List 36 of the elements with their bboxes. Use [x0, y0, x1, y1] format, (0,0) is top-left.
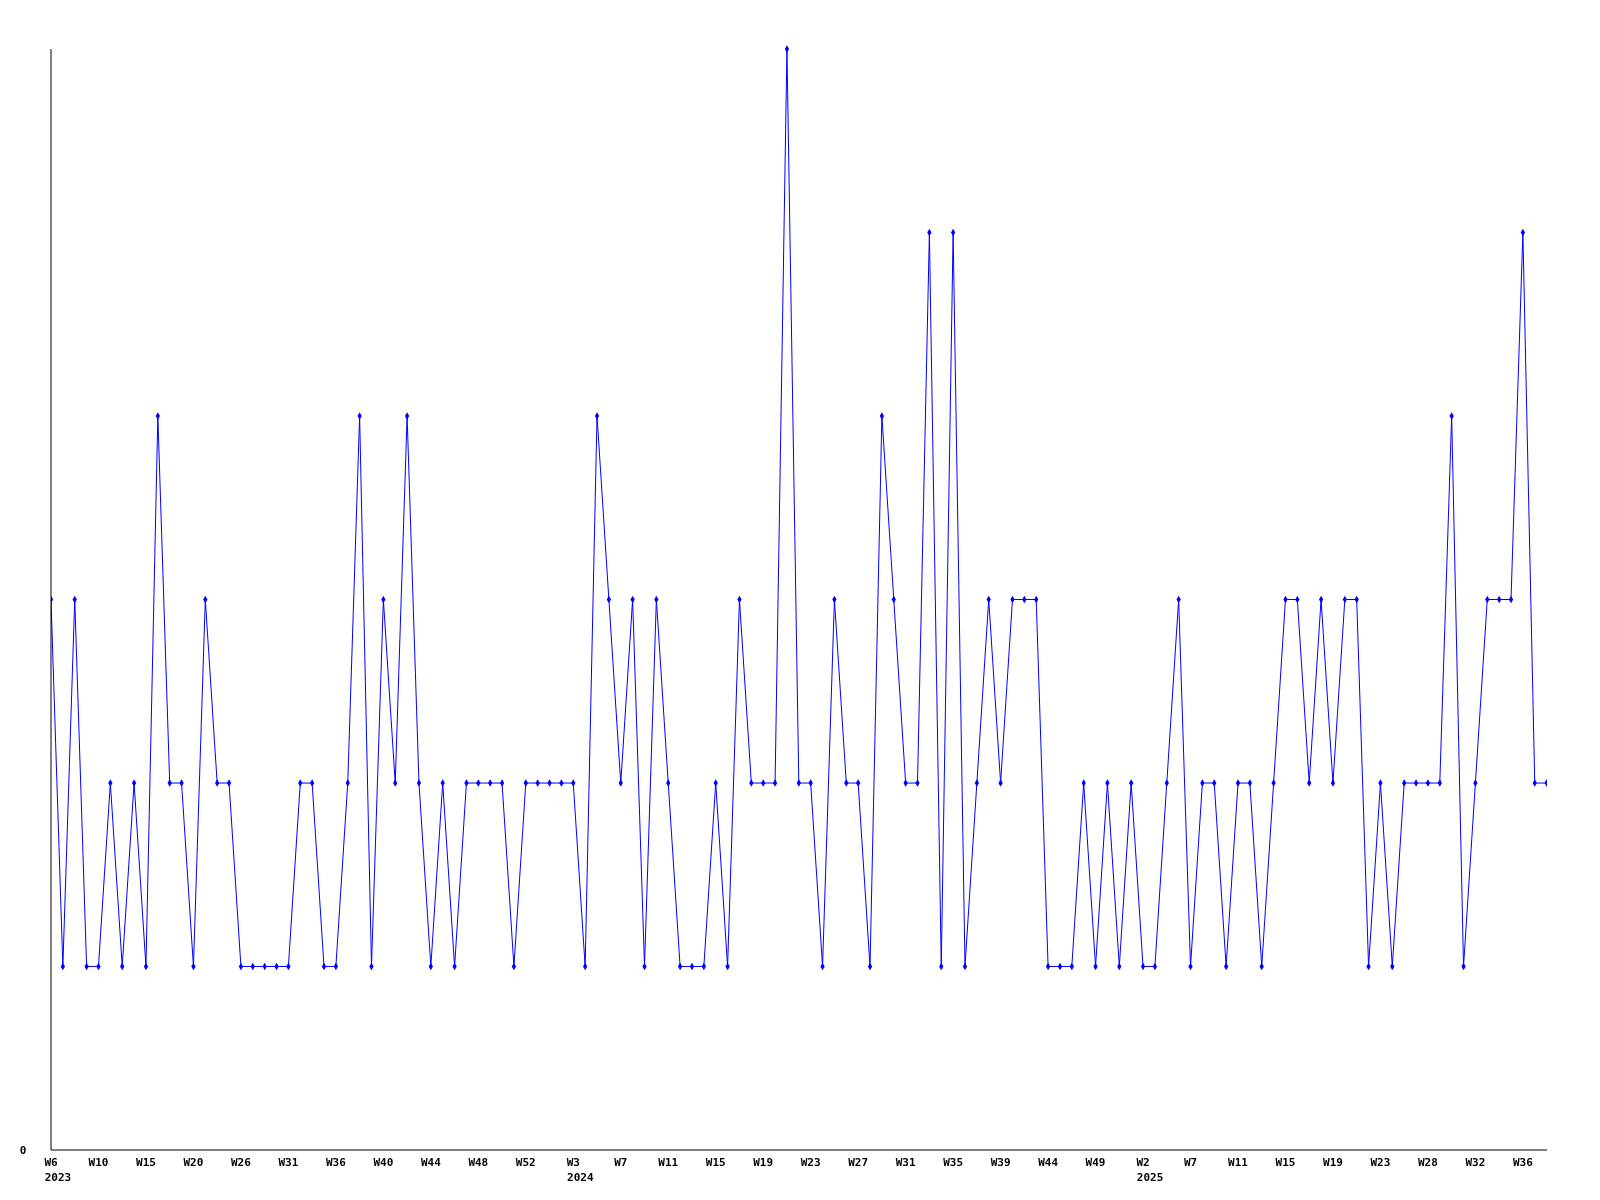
x-tick-label: W7: [614, 1156, 628, 1169]
x-tick-label: W44: [1038, 1156, 1059, 1169]
text: 2023: [44, 1171, 72, 1184]
x-tick-label: W3: [566, 1156, 580, 1169]
x-tick-label: W28: [1417, 1156, 1438, 1169]
x-tick-label: W40: [373, 1156, 394, 1169]
x-tick-label: W27: [848, 1156, 869, 1169]
x-tick-label: W31: [278, 1156, 299, 1169]
x-tick-label: W19: [753, 1156, 774, 1169]
x-tick-label: W39: [990, 1156, 1011, 1169]
text: 0: [19, 1144, 27, 1157]
x-tick-label: W20: [183, 1156, 204, 1169]
x-tick-label: W6: [44, 1156, 58, 1169]
x-tick-label: W19: [1323, 1156, 1343, 1169]
x-tick-label: W49: [1085, 1156, 1106, 1169]
x-tick-label: W23: [800, 1156, 821, 1169]
x-tick-label: W48: [468, 1156, 489, 1169]
x-tick-label: W2: [1136, 1156, 1150, 1169]
x-tick-label: W26: [230, 1156, 252, 1169]
x-tick-label: W31: [895, 1156, 916, 1169]
x-tick-label: W36: [1512, 1156, 1534, 1169]
x-tick-label: W11: [1228, 1156, 1249, 1169]
x-tick-label: W32: [1465, 1156, 1486, 1169]
x-tick-label: W15: [136, 1156, 156, 1169]
x-tick-label: W11: [658, 1156, 679, 1169]
x-tick-label: W15: [1275, 1156, 1296, 1169]
x-tick-label: W10: [88, 1156, 109, 1169]
text: 2024: [567, 1171, 594, 1184]
x-tick-label: W36: [325, 1156, 347, 1169]
text: 2025: [1136, 1171, 1164, 1184]
x-tick-label: W7: [1183, 1156, 1198, 1169]
x-tick-label: W44: [420, 1156, 442, 1169]
x-tick-label: W52: [515, 1156, 536, 1169]
x-tick-label: W23: [1370, 1156, 1391, 1169]
x-tick-label: W35: [943, 1156, 964, 1169]
x-tick-label: W15: [705, 1156, 726, 1169]
